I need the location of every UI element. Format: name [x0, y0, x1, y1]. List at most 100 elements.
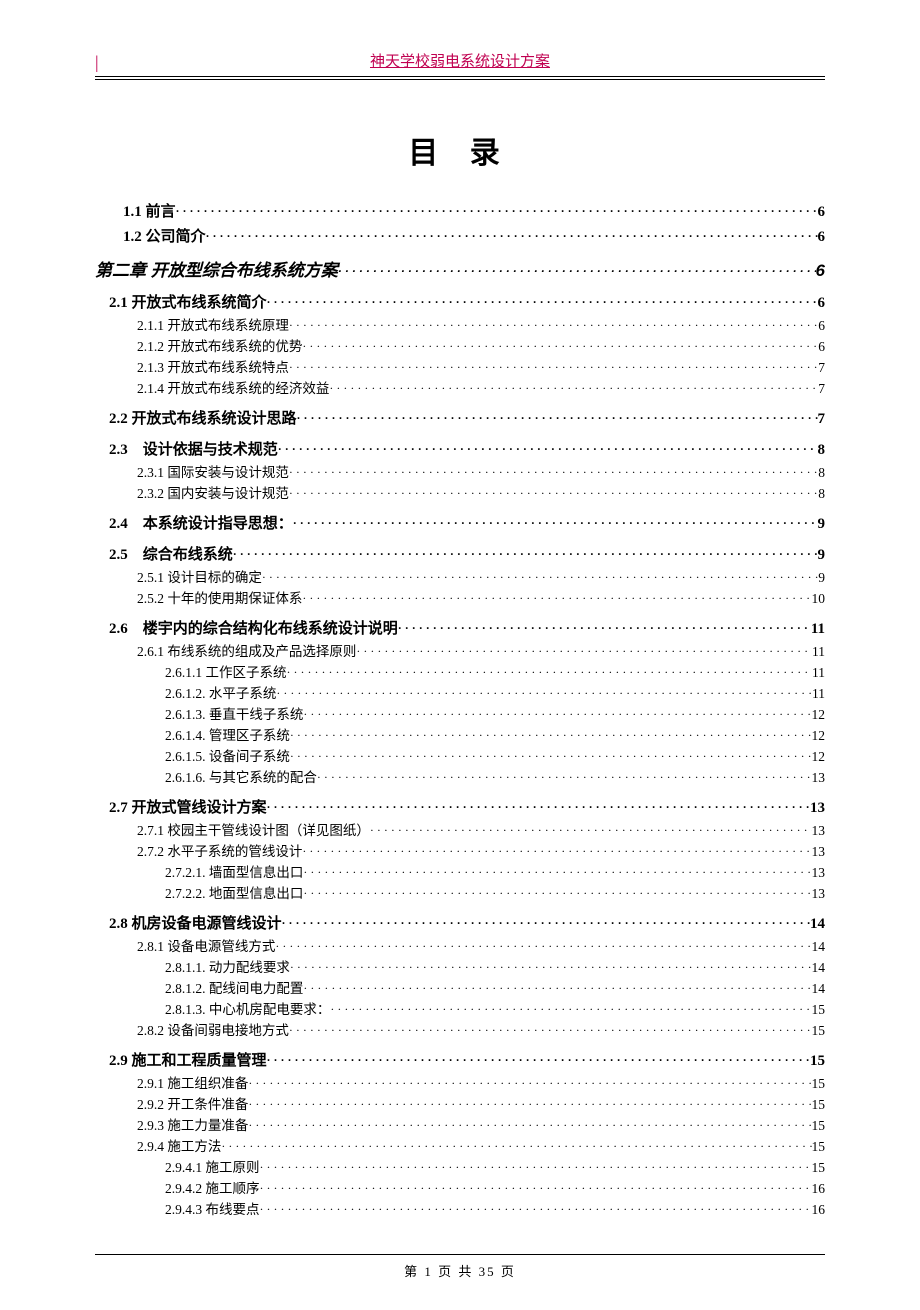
toc-entry[interactable]: 2.6.1 布线系统的组成及产品选择原则 11 — [95, 640, 825, 660]
toc-entry[interactable]: 2.6.1.1 工作区子系统 11 — [95, 661, 825, 681]
toc-leader-dots — [302, 339, 818, 351]
toc-page-number: 6 — [816, 261, 825, 281]
toc-entry[interactable]: 2.3 设计依据与技术规范 8 — [95, 438, 825, 459]
toc-page-number: 15 — [812, 1118, 826, 1134]
toc-entry[interactable]: 2.7.2.2. 地面型信息出口 13 — [95, 882, 825, 902]
toc-label: 2.7 开放式管线设计方案 — [95, 796, 267, 817]
toc-entry[interactable]: 第二章 开放型综合布线系统方案 6 — [95, 256, 825, 281]
toc-leader-dots — [248, 1076, 811, 1088]
toc-entry[interactable]: 2.6.1.3. 垂直干线子系统 12 — [95, 703, 825, 723]
toc-entry[interactable]: 2.7.2.1. 墙面型信息出口 13 — [95, 861, 825, 881]
toc-entry[interactable]: 2.9.1 施工组织准备 15 — [95, 1072, 825, 1092]
toc-label: 2.3.1 国际安装与设计规范 — [95, 461, 289, 481]
toc-label: 2.6.1.1 工作区子系统 — [95, 661, 287, 681]
toc-leader-dots — [262, 570, 818, 582]
toc-entry[interactable]: 2.1.2 开放式布线系统的优势 6 — [95, 335, 825, 355]
toc-page-number: 7 — [818, 411, 826, 428]
toc-page-number: 11 — [811, 621, 825, 638]
toc-entry[interactable]: 2.9.4.2 施工顺序 16 — [95, 1177, 825, 1197]
header-rule-1 — [95, 76, 825, 77]
toc-entry[interactable]: 2.5.2 十年的使用期保证体系 10 — [95, 587, 825, 607]
toc-page-number: 6 — [818, 318, 825, 334]
toc-entry[interactable]: 2.5 综合布线系统 9 — [95, 543, 825, 564]
toc-label: 2.9.4.3 布线要点 — [95, 1198, 260, 1218]
toc-label: 2.9 施工和工程质量管理 — [95, 1049, 267, 1070]
toc-page-number: 9 — [818, 570, 825, 586]
toc-entry[interactable]: 2.8.1.3. 中心机房配电要求： 15 — [95, 998, 825, 1018]
toc-entry[interactable]: 2.7.2 水平子系统的管线设计 13 — [95, 840, 825, 860]
toc-entry[interactable]: 2.9.4 施工方法 15 — [95, 1135, 825, 1155]
toc-entry[interactable]: 2.1 开放式布线系统简介 6 — [95, 291, 825, 312]
toc-entry[interactable]: 2.5.1 设计目标的确定 9 — [95, 566, 825, 586]
toc-label: 2.7.1 校园主干管线设计图（详见图纸） — [95, 819, 370, 839]
toc-leader-dots — [289, 486, 818, 498]
toc-label: 2.4 本系统设计指导思想： — [95, 512, 293, 533]
toc-page-number: 15 — [812, 1160, 826, 1176]
toc-label: 2.1.1 开放式布线系统原理 — [95, 314, 289, 334]
toc-label: 2.1 开放式布线系统简介 — [95, 291, 267, 312]
toc-leader-dots — [302, 844, 811, 856]
toc-page-number: 9 — [818, 547, 826, 564]
toc-leader-dots — [303, 886, 811, 898]
toc-entry[interactable]: 2.8 机房设备电源管线设计 14 — [95, 912, 825, 933]
page-title: 目 录 — [95, 128, 825, 172]
toc-entry[interactable]: 2.8.1.2. 配线间电力配置 14 — [95, 977, 825, 997]
toc-page-number: 13 — [812, 823, 826, 839]
toc-entry[interactable]: 2.3.1 国际安装与设计规范 8 — [95, 461, 825, 481]
toc-label: 2.8 机房设备电源管线设计 — [95, 912, 282, 933]
toc-leader-dots — [289, 360, 818, 372]
toc-entry[interactable]: 2.7 开放式管线设计方案 13 — [95, 796, 825, 817]
toc-entry[interactable]: 2.6 楼宇内的综合结构化布线系统设计说明 11 — [95, 617, 825, 638]
toc-leader-dots — [276, 686, 812, 698]
toc-entry[interactable]: 2.9.4.1 施工原则 15 — [95, 1156, 825, 1176]
toc-label: 2.9.4 施工方法 — [95, 1135, 221, 1155]
toc-entry[interactable]: 1.1 前言 6 — [95, 200, 825, 221]
toc-entry[interactable]: 2.6.1.5. 设备间子系统 12 — [95, 745, 825, 765]
toc-label: 2.9.4.1 施工原则 — [95, 1156, 260, 1176]
toc-leader-dots — [176, 204, 818, 216]
toc-entry[interactable]: 2.2 开放式布线系统设计思路 7 — [95, 407, 825, 428]
toc-leader-dots — [370, 823, 812, 835]
toc-entry[interactable]: 2.1.1 开放式布线系统原理 6 — [95, 314, 825, 334]
toc-entry[interactable]: 2.9.2 开工条件准备 15 — [95, 1093, 825, 1113]
toc-leader-dots — [290, 960, 812, 972]
toc-entry[interactable]: 2.8.2 设备间弱电接地方式 15 — [95, 1019, 825, 1039]
toc-page-number: 12 — [812, 707, 826, 723]
toc-page-number: 15 — [812, 1076, 826, 1092]
toc-entry[interactable]: 2.4 本系统设计指导思想： 9 — [95, 512, 825, 533]
toc-label: 2.6.1.5. 设备间子系统 — [95, 745, 290, 765]
toc-entry[interactable]: 2.8.1 设备电源管线方式 14 — [95, 935, 825, 955]
toc-leader-dots — [282, 916, 810, 928]
toc-page-number: 11 — [812, 686, 825, 702]
toc-entry[interactable]: 2.9 施工和工程质量管理 15 — [95, 1049, 825, 1070]
toc-leader-dots — [303, 707, 811, 719]
toc-label: 2.6.1.2. 水平子系统 — [95, 682, 276, 702]
toc-leader-dots — [317, 770, 812, 782]
toc-entry[interactable]: 2.3.2 国内安装与设计规范 8 — [95, 482, 825, 502]
toc-page-number: 12 — [812, 728, 826, 744]
toc-page-number: 8 — [818, 442, 826, 459]
toc-entry[interactable]: 2.6.1.4. 管理区子系统 12 — [95, 724, 825, 744]
toc-leader-dots — [267, 1053, 810, 1065]
toc-entry[interactable]: 2.8.1.1. 动力配线要求 14 — [95, 956, 825, 976]
toc-label: 2.1.4 开放式布线系统的经济效益 — [95, 377, 329, 397]
toc-page-number: 8 — [818, 486, 825, 502]
toc-leader-dots — [338, 264, 816, 276]
toc-leader-dots — [260, 1202, 812, 1214]
toc-label: 2.6.1.4. 管理区子系统 — [95, 724, 290, 744]
toc-entry[interactable]: 2.7.1 校园主干管线设计图（详见图纸） 13 — [95, 819, 825, 839]
toc-entry[interactable]: 2.6.1.6. 与其它系统的配合 13 — [95, 766, 825, 786]
toc-entry[interactable]: 2.1.3 开放式布线系统特点 7 — [95, 356, 825, 376]
toc-label: 2.8.1.1. 动力配线要求 — [95, 956, 290, 976]
toc-leader-dots — [330, 1002, 811, 1014]
toc-leader-dots — [329, 381, 818, 393]
toc-leader-dots — [206, 229, 818, 241]
toc-entry[interactable]: 2.6.1.2. 水平子系统 11 — [95, 682, 825, 702]
toc-entry[interactable]: 2.1.4 开放式布线系统的经济效益 7 — [95, 377, 825, 397]
toc-page-number: 14 — [812, 960, 826, 976]
toc-entry[interactable]: 2.9.4.3 布线要点 16 — [95, 1198, 825, 1218]
toc-entry[interactable]: 2.9.3 施工力量准备 15 — [95, 1114, 825, 1134]
toc-entry[interactable]: 1.2 公司简介 6 — [95, 225, 825, 246]
header-title-link[interactable]: 神天学校弱电系统设计方案 — [370, 54, 550, 70]
header-rule-2 — [95, 79, 825, 80]
